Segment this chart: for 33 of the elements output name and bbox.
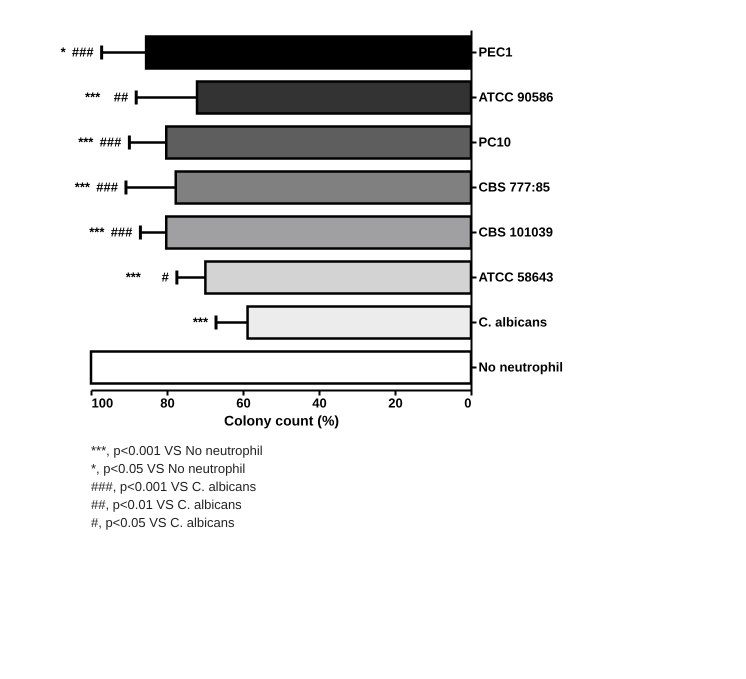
annotation: ### (96, 180, 119, 194)
text: #, p<0.05 VS C. albicans (91, 515, 235, 530)
annotation: *** (78, 134, 94, 150)
x-tick-label: 100 (92, 396, 114, 410)
x-tick-label: 0 (464, 396, 472, 410)
y-tick-label: ATCC 58643 (478, 270, 554, 284)
x-tick-label: 20 (388, 396, 403, 410)
y-tick-label: PEC1 (478, 44, 512, 60)
x-tick-label: 40 (312, 396, 327, 410)
annotation: # (162, 270, 170, 284)
annotation: *** (126, 270, 142, 284)
y-tick-label: CBS 101039 (478, 224, 553, 240)
annotation: * (60, 44, 67, 60)
x-tick-label: 60 (236, 396, 251, 410)
annotation: ## (114, 90, 129, 104)
text: ###, p<0.001 VS C. albicans (91, 479, 257, 494)
annotation: ### (110, 224, 134, 240)
x-tick-label: 80 (160, 396, 175, 410)
y-tick-label: PC10 (478, 134, 512, 150)
annotation: *** (192, 314, 209, 330)
x-axis-title: Colony count (%) (224, 412, 340, 428)
y-tick-label: ATCC 90586 (478, 90, 554, 104)
y-tick-label: C. albicans (478, 314, 548, 330)
y-tick-label: No neutrophil (478, 360, 563, 374)
annotation: ### (72, 44, 94, 60)
text: *, p<0.05 VS No neutrophil (91, 461, 246, 476)
annotation: *** (89, 224, 106, 240)
annotation: ### (100, 134, 122, 150)
text: ***, p<0.001 VS No neutrophil (91, 443, 263, 458)
y-tick-label: CBS 777:85 (478, 180, 550, 194)
annotation: *** (74, 180, 91, 194)
text: ##, p<0.01 VS C. albicans (91, 497, 242, 512)
annotation: *** (85, 90, 102, 104)
